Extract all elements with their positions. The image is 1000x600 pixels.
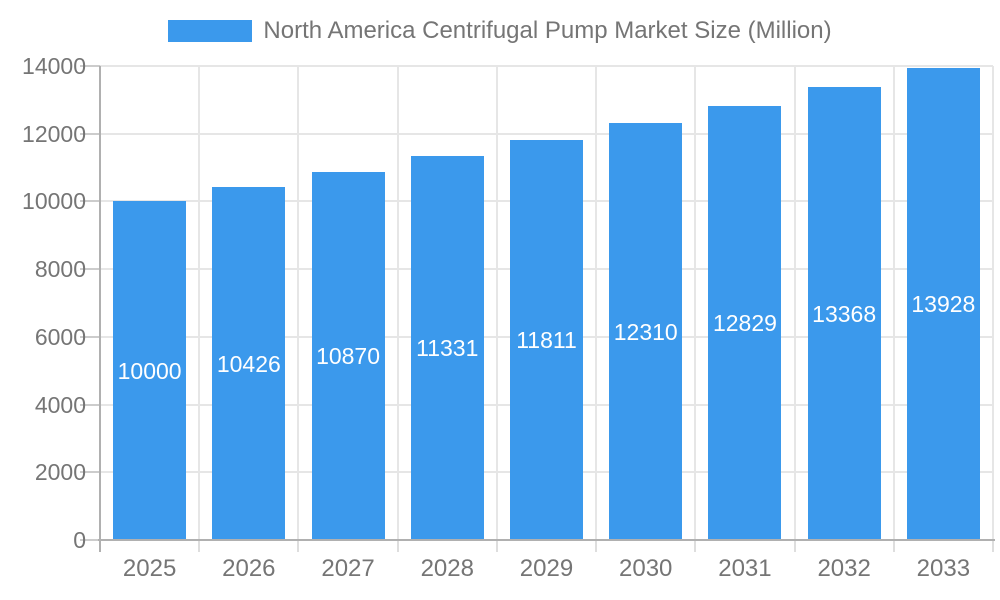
y-gridline <box>100 132 993 135</box>
y-tick-mark <box>80 200 100 203</box>
x-gridline <box>297 66 300 540</box>
bar-value-label: 10426 <box>216 350 281 377</box>
legend[interactable]: North America Centrifugal Pump Market Si… <box>0 17 1000 44</box>
x-gridline <box>495 66 498 540</box>
bar-value-label: 13928 <box>911 291 976 318</box>
x-tick-mark <box>396 541 399 552</box>
x-axis-tick-label: 2027 <box>321 555 375 582</box>
y-tick-mark <box>80 335 100 338</box>
y-tick-mark <box>80 403 100 406</box>
y-tick-mark <box>80 65 100 67</box>
bar-value-label: 10870 <box>316 342 381 369</box>
y-axis-tick-label: 6000 <box>34 323 86 350</box>
x-gridline <box>595 66 598 540</box>
y-axis-line <box>99 66 101 552</box>
bar-2028[interactable] <box>410 156 484 540</box>
x-gridline <box>396 66 399 540</box>
x-axis-tick-label: 2031 <box>718 555 772 582</box>
x-tick-mark <box>992 541 994 552</box>
y-axis-tick-label: 12000 <box>22 120 86 147</box>
x-tick-mark <box>595 541 598 552</box>
x-tick-mark <box>694 541 697 552</box>
bar-value-label: 12310 <box>613 318 678 345</box>
bar-2026[interactable] <box>212 187 286 540</box>
bar-value-label: 12829 <box>712 309 777 336</box>
y-axis-tick-label: 10000 <box>22 188 86 215</box>
legend-label: North America Centrifugal Pump Market Si… <box>263 17 832 44</box>
y-tick-mark <box>80 132 100 135</box>
x-tick-mark <box>793 541 796 552</box>
legend-swatch <box>168 20 253 42</box>
bar-2027[interactable] <box>311 171 385 540</box>
y-axis-tick-label: 0 <box>73 527 86 553</box>
x-axis-tick-label: 2033 <box>916 555 971 582</box>
bar-value-label: 11331 <box>416 335 479 362</box>
x-axis-tick-label: 2025 <box>122 555 177 582</box>
y-tick-mark <box>80 539 100 541</box>
x-gridline <box>793 66 796 540</box>
x-tick-mark <box>198 541 201 552</box>
x-axis-tick-label: 2028 <box>420 555 474 582</box>
bar-value-label: 10000 <box>117 357 182 384</box>
bar-2025[interactable] <box>113 201 187 540</box>
y-tick-mark <box>80 268 100 271</box>
x-tick-mark <box>495 541 498 552</box>
bar-value-label: 11811 <box>516 327 577 354</box>
x-gridline <box>992 66 994 540</box>
x-axis-tick-label: 2029 <box>519 555 574 582</box>
bar-value-label: 13368 <box>812 300 877 327</box>
bar-2033[interactable] <box>906 68 980 540</box>
x-axis-line <box>98 539 995 541</box>
x-tick-mark <box>297 541 300 552</box>
bar-2031[interactable] <box>708 105 782 540</box>
x-gridline <box>892 66 895 540</box>
x-gridline <box>198 66 201 540</box>
x-axis-tick-label: 2032 <box>817 555 871 582</box>
bar-2032[interactable] <box>807 87 881 540</box>
y-gridline <box>100 65 993 67</box>
y-axis-tick-label: 2000 <box>34 459 86 486</box>
x-gridline <box>694 66 697 540</box>
bar-2029[interactable] <box>510 140 583 540</box>
y-axis-tick-label: 8000 <box>34 256 86 283</box>
x-axis-tick-label: 2030 <box>619 555 673 582</box>
y-axis-tick-label: 4000 <box>34 391 86 418</box>
bar-2030[interactable] <box>609 123 683 540</box>
x-tick-mark <box>892 541 895 552</box>
x-axis-tick-label: 2026 <box>222 555 276 582</box>
y-tick-mark <box>80 471 100 474</box>
y-axis-tick-label: 14000 <box>22 53 86 79</box>
